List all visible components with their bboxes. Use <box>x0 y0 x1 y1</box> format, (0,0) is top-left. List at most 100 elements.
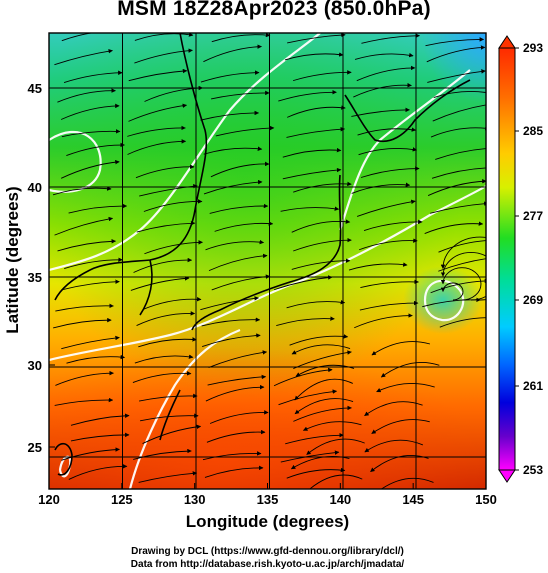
x-tick-label: 135 <box>257 492 279 507</box>
streamline <box>128 103 188 122</box>
map-title: MSM 18Z28Apr2023 (850.0hPa) <box>117 0 431 20</box>
streamline <box>282 167 342 180</box>
vortex-streamline <box>440 236 486 301</box>
streamline <box>287 105 346 118</box>
streamline <box>205 239 265 251</box>
streamline <box>133 257 193 273</box>
streamline <box>439 317 486 328</box>
credit-line-1: Drawing by DCL (https://www.gfd-dennou.o… <box>131 546 404 557</box>
streamline <box>139 413 199 422</box>
streamline <box>380 362 440 378</box>
streamline <box>278 389 338 406</box>
streamline <box>429 201 486 214</box>
y-axis-ticks: 25 30 35 40 45 <box>28 81 55 455</box>
vortex-streamline <box>440 282 464 301</box>
x-axis-ticks: 120 125 130 135 140 145 150 <box>38 483 497 507</box>
streamline <box>293 237 352 252</box>
streamline <box>427 179 486 197</box>
streamline <box>54 216 114 236</box>
streamline <box>200 110 260 121</box>
colorbar-tick-label: 253 <box>523 463 543 477</box>
streamline <box>134 33 194 41</box>
streamline <box>206 429 266 443</box>
colorbar-tick-label: 261 <box>523 379 543 393</box>
streamline <box>285 432 344 445</box>
streamline <box>351 107 410 117</box>
streamline <box>278 89 337 102</box>
streamline <box>361 33 421 44</box>
streamline <box>136 221 196 233</box>
y-axis-label: Latitude (degrees) <box>3 186 22 334</box>
streamline <box>280 450 340 463</box>
streamline <box>60 103 120 120</box>
streamline <box>130 276 190 291</box>
temperature-field <box>49 33 486 489</box>
streamline <box>138 471 198 483</box>
streamline <box>203 179 263 195</box>
streamline <box>201 317 261 327</box>
streamline <box>139 183 198 197</box>
streamline <box>57 239 117 252</box>
streamline <box>284 52 344 61</box>
streamline <box>136 311 196 326</box>
streamline <box>360 166 420 178</box>
x-tick-label: 120 <box>38 492 60 507</box>
colorbar-tick-label: 269 <box>523 293 543 307</box>
streamline <box>294 398 354 415</box>
streamline <box>358 147 418 156</box>
streamline <box>356 65 416 82</box>
colorbar-top-arrow <box>498 35 516 49</box>
streamline <box>354 313 413 329</box>
streamline <box>55 370 114 386</box>
streamline <box>135 164 195 179</box>
streamline <box>280 206 340 212</box>
streamline <box>430 278 486 294</box>
streamline <box>424 221 484 234</box>
streamline <box>273 275 333 291</box>
streamline <box>357 127 417 136</box>
vortex-streamline <box>440 267 482 301</box>
streamline <box>360 279 419 288</box>
streamline <box>204 465 264 478</box>
streamline <box>64 257 123 269</box>
streamline <box>138 393 198 402</box>
colorbar-ramp <box>498 47 516 471</box>
streamline <box>292 70 352 82</box>
streamline <box>134 48 193 64</box>
colorbar-tick-label: 293 <box>523 41 543 55</box>
streamline <box>209 410 269 424</box>
streamline <box>435 148 486 160</box>
streamline <box>68 464 128 480</box>
streamline <box>356 199 416 217</box>
streamline <box>294 378 354 401</box>
streamline <box>359 300 419 311</box>
streamline <box>358 238 418 251</box>
streamline <box>66 354 126 364</box>
streamline <box>127 125 186 137</box>
streamline <box>433 91 486 98</box>
streamline <box>371 341 431 356</box>
colorbar-tick-label: 277 <box>523 209 543 223</box>
streamline <box>70 413 130 426</box>
streamline <box>363 219 423 231</box>
streamline <box>53 317 112 329</box>
streamline <box>132 371 192 383</box>
streamline <box>438 258 486 272</box>
streamline <box>364 401 423 417</box>
streamline <box>55 303 114 312</box>
streamline <box>309 474 363 489</box>
y-tick-label: 30 <box>28 358 42 373</box>
streamline <box>427 69 486 83</box>
x-axis-label: Longitude (degrees) <box>185 512 350 531</box>
streamline <box>57 88 116 103</box>
streamline <box>143 199 203 212</box>
streamline <box>431 167 486 179</box>
colorbar-tick-label: 285 <box>523 124 543 138</box>
streamline <box>66 142 125 157</box>
streamline <box>207 374 267 386</box>
streamline <box>306 438 365 455</box>
streamline <box>354 52 414 60</box>
streamline <box>364 439 424 453</box>
streamline <box>286 299 346 309</box>
streamline <box>202 451 262 461</box>
